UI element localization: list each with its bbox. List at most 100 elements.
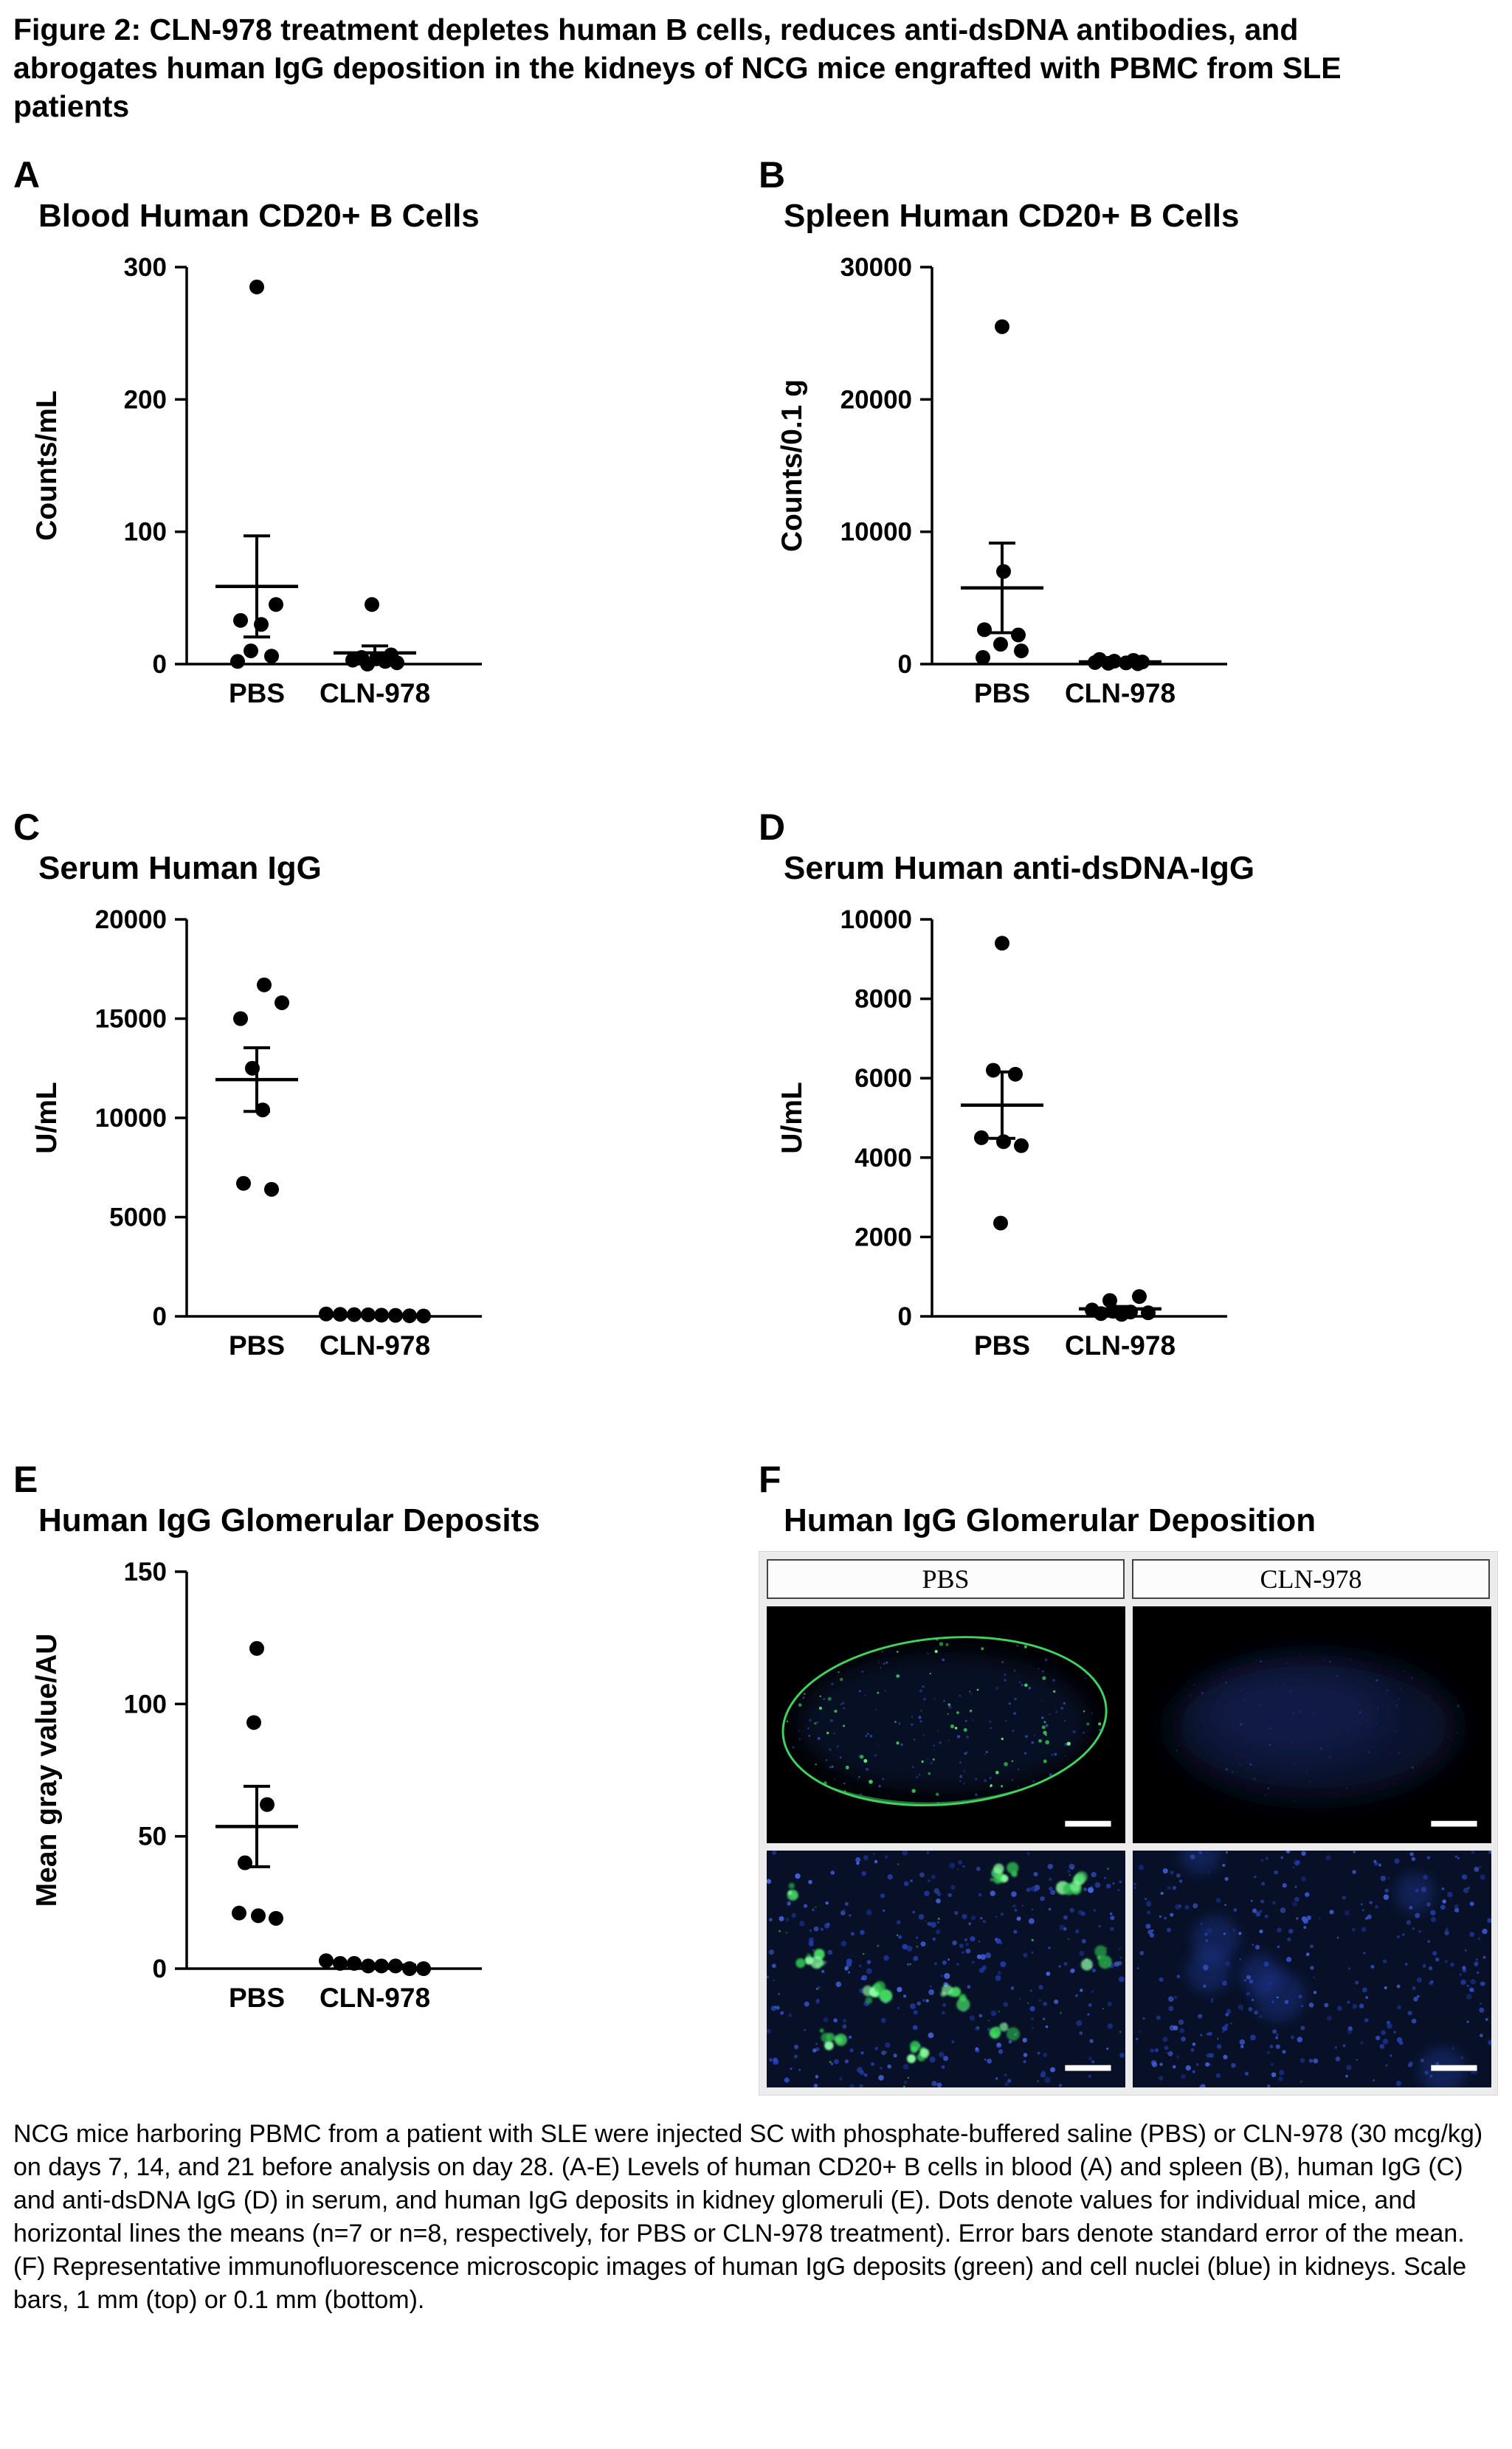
fluorescence-dot	[1424, 2070, 1429, 2075]
data-point	[251, 1908, 266, 1924]
fluorescence-dot	[1373, 2079, 1375, 2082]
fluorescence-dot	[936, 1930, 941, 1935]
fluorescence-dot	[1239, 1958, 1242, 1961]
fluorescence-dot	[877, 1744, 880, 1747]
fluorescence-dot	[1471, 1851, 1475, 1854]
fluorescence-dot	[779, 1930, 781, 1932]
y-tick-label: 20000	[95, 905, 167, 934]
fluorescence-dot	[1225, 1768, 1228, 1771]
data-point	[246, 1715, 261, 1730]
panel-D: D Serum Human anti-dsDNA-IgG 0 2000 4000 60…	[745, 784, 1512, 1436]
fluorescence-dot	[849, 2048, 854, 2053]
fluorescence-dot	[1001, 1738, 1004, 1741]
fluorescence-dot	[1210, 2000, 1213, 2003]
fluorescence-dot	[1342, 2044, 1346, 2048]
fluorescence-dot	[1021, 1904, 1024, 1907]
fluorescence-dot	[804, 2028, 807, 2032]
fluorescence-dot	[1012, 1904, 1017, 1908]
fluorescence-dot	[820, 1927, 824, 1931]
fluorescence-dot	[995, 1975, 1001, 1981]
fluorescence-dot	[1060, 1707, 1063, 1710]
fluorescence-dot	[819, 1695, 821, 1698]
y-tick-label: 0	[153, 1955, 167, 1983]
fluorescence-dot	[1178, 2020, 1184, 2025]
fluorescence-dot	[1435, 1958, 1440, 1962]
data-point	[1088, 655, 1102, 671]
fluorescence-dot	[1429, 2074, 1433, 2078]
fluorescence-dot	[829, 1719, 834, 1723]
fluorescence-dot	[1001, 1785, 1004, 1788]
fluorescence-dot	[1192, 2070, 1195, 2073]
fluorescence-dot	[1112, 1882, 1115, 1885]
fluorescence-dot	[1222, 2025, 1228, 2031]
data-point	[374, 1958, 389, 1974]
fluorescence-dot	[1044, 2076, 1051, 2084]
fluorescence-dot	[919, 1689, 922, 1693]
fluorescence-dot	[875, 1708, 877, 1710]
fluorescence-dot	[962, 1865, 965, 1868]
fluorescence-dot	[1313, 1991, 1317, 1994]
fluorescence-dot	[1088, 1887, 1094, 1893]
scatter-chart-blood-b-cells: 0 100 200 300 Counts/mL PBS CLN-978	[31, 253, 482, 708]
fluorescence-dot	[1089, 2039, 1094, 2043]
fluorescence-dot	[956, 1963, 960, 1966]
fluorescence-dot	[1172, 1886, 1177, 1890]
fluorescence-dot	[829, 2061, 832, 2064]
fluorescence-dot	[936, 2082, 942, 2088]
fluorescence-dot	[1451, 2047, 1455, 2050]
category-label: PBS	[229, 1330, 285, 1361]
y-axis-title: U/mL	[31, 1082, 63, 1154]
fluorescence-dot	[1058, 2084, 1063, 2087]
fluorescence-dot	[1250, 2034, 1256, 2041]
fluorescence-dot	[887, 1874, 893, 1880]
fluorescence-dot	[1012, 1730, 1015, 1733]
fluorescence-dot	[995, 1771, 999, 1775]
figure-page: Figure 2: CLN-978 treatment depletes hum…	[0, 13, 1512, 2314]
fluorescence-dot	[945, 1643, 949, 1647]
data-point	[993, 1215, 1008, 1231]
fluorescence-dot	[812, 2048, 817, 2053]
fluorescence-dot	[950, 1724, 955, 1729]
fluorescence-dot	[1030, 1886, 1036, 1892]
fluorescence-dot	[1325, 1855, 1331, 1861]
fluorescence-dot	[975, 2047, 978, 2051]
data-point	[1011, 627, 1026, 643]
fluorescence-dot	[1031, 1938, 1034, 1942]
fluorescence-dot	[922, 1999, 925, 2002]
fluorescence-dot	[1301, 1876, 1306, 1882]
fluorescence-dot	[959, 1695, 962, 1697]
fluorescence-dot	[859, 2084, 863, 2088]
fluorescence-dot	[897, 1986, 902, 1993]
panel-E: E Human IgG Glomerular Deposits 0 50 100 15…	[0, 1436, 745, 2096]
fluorescence-dot	[883, 1955, 889, 1961]
fluorescence-dot	[976, 2026, 979, 2029]
fluorescence-dot	[1065, 1755, 1066, 1757]
fluorescence-dot	[885, 2042, 891, 2048]
fluorescence-dot	[1083, 1887, 1088, 1892]
fluorescence-dot	[798, 1730, 800, 1733]
fluorescence-dot	[1360, 1903, 1363, 1906]
fluorescence-dot	[1340, 1767, 1342, 1769]
fluorescence-dot	[1240, 2045, 1244, 2049]
fluorescence-dot	[929, 1761, 933, 1766]
fluorescence-dot	[1256, 1690, 1258, 1693]
fluorescence-dot	[971, 1961, 975, 1964]
fluorescence-dot	[1368, 1751, 1370, 1754]
y-axis-title: Counts/0.1 g	[776, 379, 808, 552]
igg-deposit	[956, 1997, 970, 2012]
fluorescence-dot	[1058, 1965, 1061, 1968]
fluorescence-dot	[989, 1777, 992, 1780]
fluorescence-dot	[1365, 1996, 1369, 2000]
fluorescence-dot	[1008, 2040, 1012, 2044]
fluorescence-dot	[1488, 2039, 1491, 2046]
fluorescence-dot	[1048, 1907, 1052, 1911]
igg-deposit	[1094, 1945, 1107, 1958]
fluorescence-dot	[1284, 2000, 1289, 2005]
fluorescence-dot	[1045, 2025, 1049, 2028]
fluorescence-dot	[842, 2019, 847, 2023]
fluorescence-dot	[1038, 1985, 1043, 1990]
fluorescence-dot	[966, 1735, 969, 1739]
fluorescence-dot	[1240, 1690, 1243, 1692]
fluorescence-dot	[1375, 1904, 1379, 1909]
fluorescence-dot	[1305, 1892, 1310, 1898]
